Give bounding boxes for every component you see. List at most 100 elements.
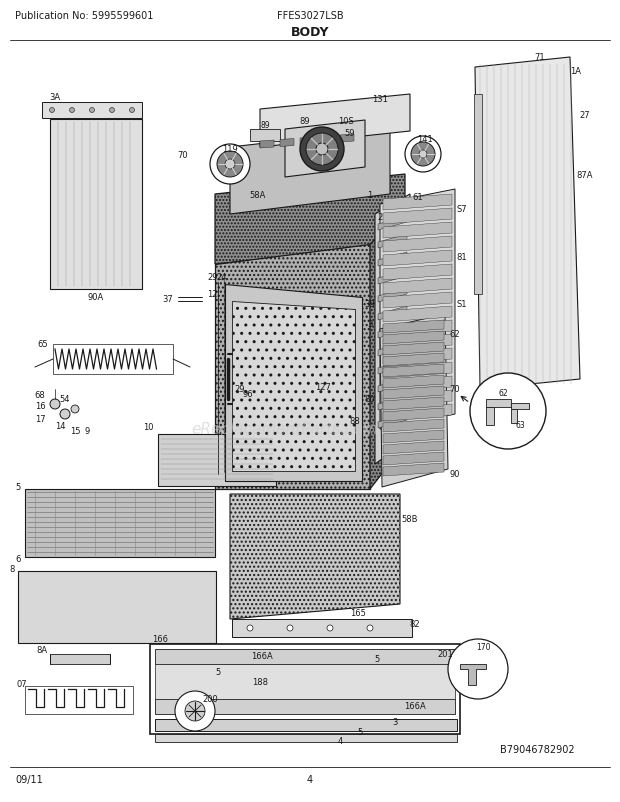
Polygon shape (230, 130, 390, 215)
Circle shape (327, 626, 333, 631)
Text: 24: 24 (217, 273, 228, 282)
Text: 09/11: 09/11 (15, 774, 43, 784)
Polygon shape (378, 306, 407, 321)
Circle shape (69, 108, 74, 113)
Text: S1: S1 (457, 300, 467, 309)
Text: 1A: 1A (570, 67, 582, 76)
Text: 2: 2 (378, 213, 383, 222)
Polygon shape (378, 289, 407, 302)
Text: 10S: 10S (338, 116, 354, 125)
Text: 170: 170 (476, 642, 490, 652)
Text: 07: 07 (17, 679, 27, 689)
Polygon shape (320, 136, 334, 144)
Circle shape (110, 108, 115, 113)
Text: 1: 1 (368, 190, 373, 199)
Polygon shape (280, 140, 294, 148)
Polygon shape (378, 361, 407, 375)
Circle shape (316, 144, 328, 156)
Circle shape (287, 626, 293, 631)
Bar (155, 734, 457, 742)
Circle shape (50, 108, 55, 113)
Bar (18, 571, 216, 643)
Text: 27: 27 (580, 111, 590, 119)
Circle shape (405, 137, 441, 172)
Text: 10: 10 (143, 423, 153, 432)
Circle shape (470, 374, 546, 449)
Polygon shape (383, 363, 452, 379)
Text: 89: 89 (260, 120, 270, 129)
Polygon shape (383, 349, 452, 365)
Bar (486, 399, 511, 407)
Polygon shape (383, 251, 452, 267)
Polygon shape (460, 664, 486, 685)
Bar (25, 489, 215, 557)
Bar (155, 699, 455, 714)
Polygon shape (383, 408, 444, 422)
Text: 82: 82 (410, 620, 420, 629)
Polygon shape (383, 387, 444, 399)
Text: 37: 37 (162, 295, 174, 304)
Polygon shape (378, 235, 407, 249)
Polygon shape (378, 217, 407, 231)
Text: 166A: 166A (404, 702, 426, 711)
Polygon shape (383, 354, 444, 367)
Text: 58A: 58A (250, 191, 266, 200)
Bar (155, 719, 457, 731)
Polygon shape (383, 342, 444, 355)
Circle shape (306, 134, 338, 166)
Polygon shape (383, 265, 452, 281)
Text: 15: 15 (70, 427, 80, 436)
Text: 70: 70 (450, 385, 460, 394)
Text: 3: 3 (392, 718, 397, 727)
Text: 39: 39 (365, 300, 375, 309)
Text: 29: 29 (208, 273, 218, 282)
Polygon shape (383, 209, 452, 225)
Circle shape (71, 406, 79, 414)
Text: 80: 80 (365, 395, 375, 404)
Polygon shape (475, 58, 580, 390)
Text: 5: 5 (16, 483, 20, 492)
Text: 8A: 8A (37, 646, 48, 654)
Bar (42, 103, 142, 119)
Polygon shape (383, 321, 452, 337)
Circle shape (210, 145, 250, 184)
Circle shape (89, 108, 94, 113)
Text: 8: 8 (9, 565, 15, 573)
Text: 54: 54 (60, 395, 70, 404)
Polygon shape (378, 253, 407, 267)
Polygon shape (383, 376, 452, 392)
Circle shape (60, 410, 70, 419)
Text: 61: 61 (413, 193, 423, 202)
Polygon shape (285, 121, 365, 178)
Text: 96: 96 (242, 390, 254, 399)
Text: 4: 4 (307, 774, 313, 784)
Polygon shape (378, 396, 407, 411)
Circle shape (411, 143, 435, 167)
Polygon shape (383, 391, 452, 407)
Text: BODY: BODY (291, 26, 329, 39)
Text: 3: 3 (367, 320, 373, 329)
Text: 71: 71 (534, 54, 546, 63)
Polygon shape (383, 441, 444, 455)
Polygon shape (383, 365, 444, 378)
Polygon shape (260, 141, 274, 149)
Text: 3A: 3A (50, 92, 61, 101)
Text: 9: 9 (84, 427, 90, 436)
Text: 166A: 166A (251, 652, 273, 661)
Text: 16: 16 (35, 402, 45, 411)
Text: 70: 70 (178, 150, 188, 160)
Bar (50, 119, 142, 290)
Circle shape (225, 160, 235, 170)
Text: Publication No: 5995599601: Publication No: 5995599601 (15, 11, 153, 21)
Polygon shape (383, 195, 452, 211)
Text: B79046782902: B79046782902 (500, 744, 575, 754)
Circle shape (247, 626, 253, 631)
Polygon shape (375, 195, 410, 464)
Text: S7: S7 (457, 205, 467, 214)
Polygon shape (260, 95, 410, 148)
Text: 165: 165 (350, 609, 366, 618)
Bar (250, 130, 280, 142)
Text: 90A: 90A (88, 294, 104, 302)
Text: 127: 127 (315, 383, 331, 392)
Text: 141: 141 (417, 136, 433, 144)
